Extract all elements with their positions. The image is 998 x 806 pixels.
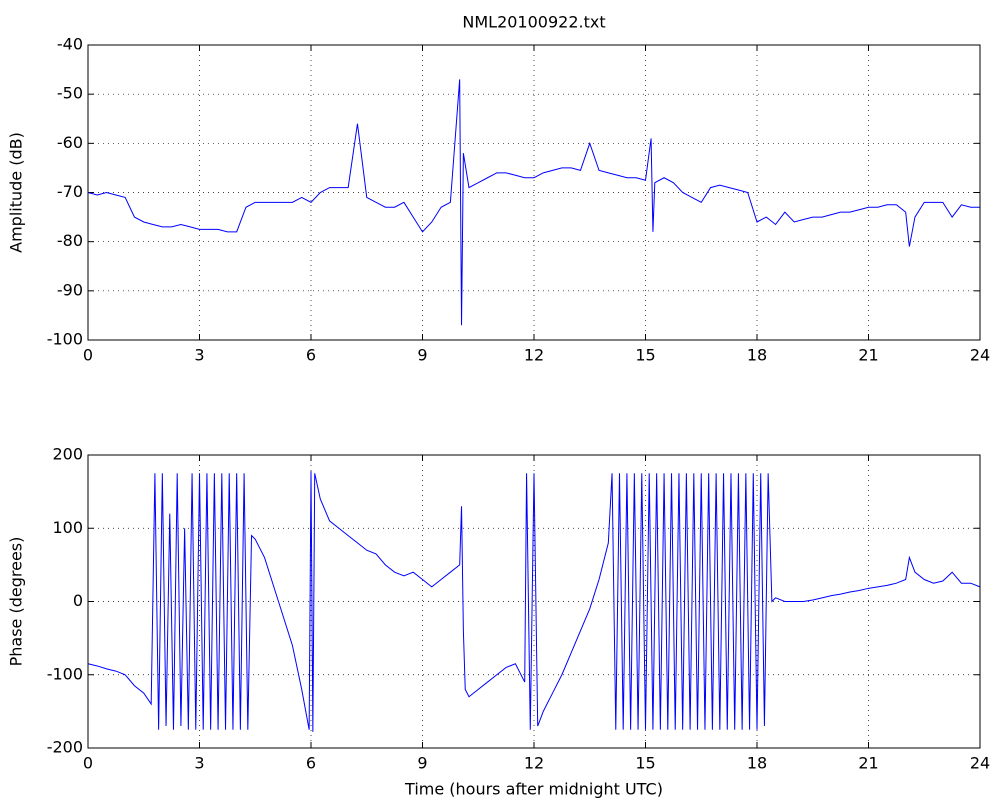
y-tick-label: -40	[57, 35, 83, 54]
y-tick-label: -100	[47, 664, 83, 683]
x-tick-label: 21	[858, 754, 878, 773]
y-tick-label: -90	[57, 280, 83, 299]
x-tick-label: 12	[524, 754, 544, 773]
x-tick-label: 6	[306, 754, 316, 773]
y-tick-label: -100	[47, 330, 83, 349]
x-tick-label: 15	[635, 346, 655, 365]
x-tick-label: 6	[306, 346, 316, 365]
data-line	[87, 79, 980, 326]
x-tick-label: 18	[747, 754, 767, 773]
x-tick-label: 12	[524, 346, 544, 365]
x-tick-label: 24	[970, 754, 990, 773]
y-tick-label: 100	[52, 518, 83, 537]
x-tick-label: 0	[83, 346, 93, 365]
plot-frame	[87, 44, 981, 341]
x-tick-label: 9	[417, 346, 427, 365]
x-tick-label: 3	[194, 346, 204, 365]
x-tick-label: 15	[635, 754, 655, 773]
x-tick-label: 21	[858, 346, 878, 365]
x-tick-label: 9	[417, 754, 427, 773]
x-tick-label: 24	[970, 346, 990, 365]
y-tick-label: -60	[57, 133, 83, 152]
plot-frame	[87, 454, 981, 749]
chart-title: NML20100922.txt	[462, 13, 605, 32]
y-tick-label: -80	[57, 231, 83, 250]
x-tick-label: 3	[194, 754, 204, 773]
y-tick-label: -50	[57, 84, 83, 103]
y-tick-label: -200	[47, 738, 83, 757]
y-tick-label: 200	[52, 445, 83, 464]
x-axis-label: Time (hours after midnight UTC)	[404, 780, 663, 799]
y-axis-label: Amplitude (dB)	[7, 132, 26, 253]
y-tick-label: -70	[57, 182, 83, 201]
y-axis-label: Phase (degrees)	[7, 537, 26, 667]
data-line	[87, 471, 981, 732]
y-tick-label: 0	[73, 591, 83, 610]
x-tick-label: 18	[747, 346, 767, 365]
x-tick-label: 0	[83, 754, 93, 773]
